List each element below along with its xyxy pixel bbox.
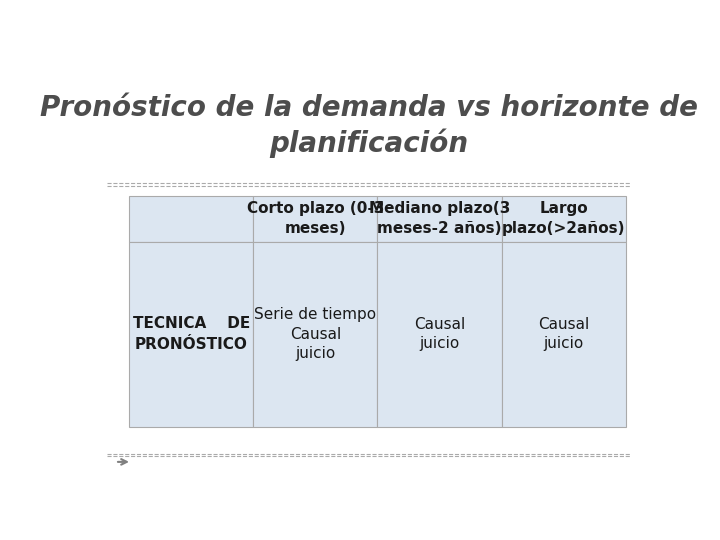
Bar (129, 241, 253, 427)
Bar (502, 241, 626, 427)
Text: Causal
juicio: Causal juicio (414, 316, 465, 352)
Bar (377, 241, 502, 427)
Text: Corto plazo (0-3
meses): Corto plazo (0-3 meses) (247, 201, 384, 236)
Text: Serie de tiempo
Causal
juicio: Serie de tiempo Causal juicio (254, 307, 377, 361)
Text: Pronóstico de la demanda vs horizonte de
planificación: Pronóstico de la demanda vs horizonte de… (40, 94, 698, 158)
Text: TECNICA    DE
PRONÓSTICO: TECNICA DE PRONÓSTICO (132, 316, 250, 352)
Bar (253, 241, 377, 427)
Text: Mediano plazo(3
meses-2 años): Mediano plazo(3 meses-2 años) (369, 201, 510, 236)
Bar (253, 196, 377, 241)
Text: Largo
plazo(>2años): Largo plazo(>2años) (502, 201, 626, 236)
Bar (502, 196, 626, 241)
Text: Causal
juicio: Causal juicio (538, 316, 589, 352)
Bar (129, 196, 253, 241)
Bar (377, 196, 502, 241)
